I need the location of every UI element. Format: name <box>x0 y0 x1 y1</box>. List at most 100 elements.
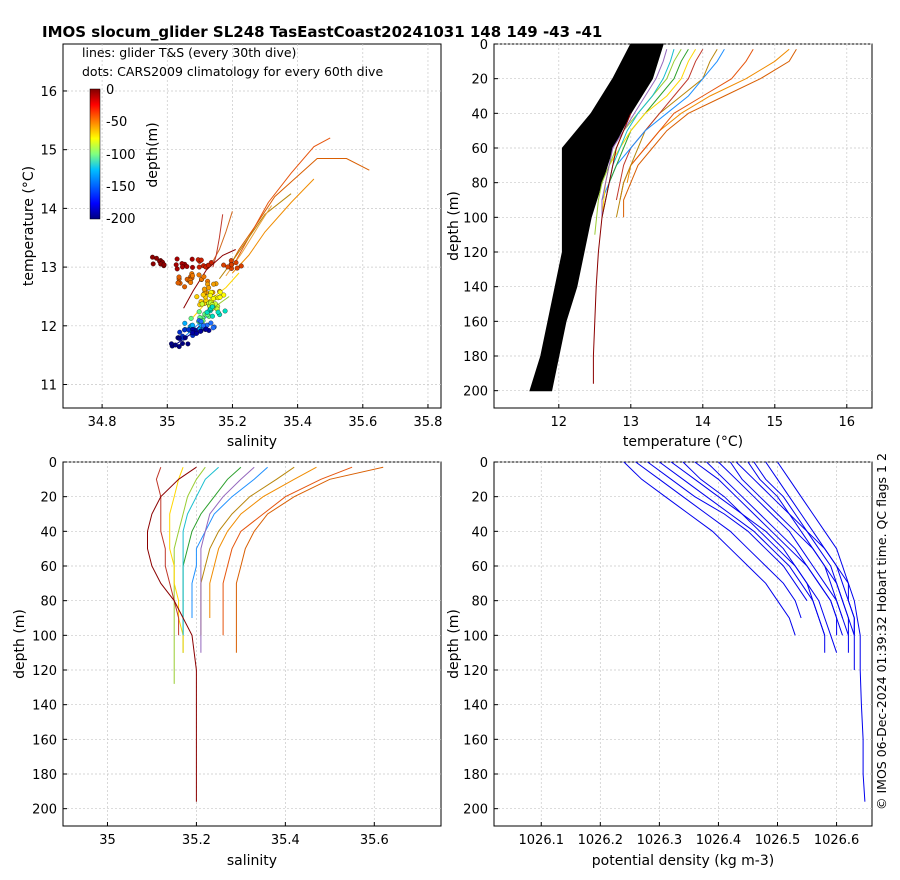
sal-glider-line <box>209 466 317 618</box>
temp-xtick-label: 15 <box>767 415 784 430</box>
ts-climatology-dot <box>173 262 179 268</box>
ts-ytick-label: 15 <box>40 144 57 159</box>
dens-ytick-label: 200 <box>463 803 488 818</box>
ts-grid <box>63 44 441 408</box>
dens-xtick-label: 1026.6 <box>814 833 860 848</box>
ts-climatology-dot <box>225 264 231 270</box>
temp-ytick-label: 120 <box>463 246 488 261</box>
ts-climatology-dot <box>199 301 205 307</box>
ts-glider-line <box>183 313 210 338</box>
ts-ticks: 34.8 35 35.2 35.4 35.6 35.8 11 12 13 14 15 16 <box>40 85 442 430</box>
temp-ytick-label: 60 <box>471 142 488 157</box>
ts-climatology-dot <box>229 262 234 268</box>
temp-ytick-label: 20 <box>471 73 488 88</box>
dens-ticks: 1026.1 1026.2 1026.3 1026.4 1026.5 1026.6 0 20 4… <box>463 456 859 848</box>
ts-climatology-dot <box>182 284 188 290</box>
ts-ylabel: temperature (°C) <box>21 166 37 286</box>
sal-xtick-label: 35.6 <box>360 833 389 848</box>
ts-climatology-dot <box>238 263 244 269</box>
ts-climatology-dot <box>207 292 213 298</box>
ts-climatology-dot <box>174 256 180 262</box>
side-note: © IMOS 06-Dec-2024 01:39:32 Hobart time.… <box>874 453 889 810</box>
dens-ytick-label: 120 <box>463 664 488 679</box>
ts-climatology-dot <box>203 326 209 332</box>
dens-profile-line <box>729 461 843 619</box>
ts-climatology-dot <box>210 325 216 331</box>
ts-climatology-dot <box>175 280 181 286</box>
sal-grid <box>63 461 441 826</box>
ts-climatology-dots <box>150 254 244 350</box>
ts-climatology-dot <box>198 319 204 324</box>
temp-ytick-label: 0 <box>480 38 488 53</box>
dens-xtick-label: 1026.3 <box>637 833 683 848</box>
ts-climatology-dot <box>182 327 187 333</box>
ts-climatology-dot <box>180 341 185 346</box>
colorbar-tick-150: -150 <box>106 180 136 195</box>
ts-climatology-dot <box>161 262 167 268</box>
ts-climatology-dot <box>201 274 207 280</box>
sal-glider-line <box>191 466 268 618</box>
sal-ytick-label: 40 <box>40 525 57 540</box>
sal-xtick-label: 35.4 <box>271 833 300 848</box>
temp-ytick-label: 200 <box>463 385 488 400</box>
sal-glider-line <box>222 466 353 636</box>
colorbar-label: depth(m) <box>145 122 161 187</box>
ts-climatology-dot <box>154 255 159 261</box>
sal-xtick-label: 35 <box>99 833 116 848</box>
sal-ytick-label: 80 <box>40 595 57 610</box>
temp-glider-line <box>592 113 632 384</box>
temp-glider-line <box>615 48 704 201</box>
sal-xlabel: salinity <box>227 853 277 869</box>
sal-ytick-label: 120 <box>32 664 57 679</box>
ts-climatology-dot <box>174 266 180 272</box>
ts-climatology-dot <box>221 262 227 268</box>
ts-axes-box <box>62 43 442 409</box>
dens-profile-line <box>747 461 855 636</box>
ts-climatology-dot <box>188 280 194 285</box>
dens-axes-box <box>493 461 873 827</box>
dens-grid <box>494 461 872 826</box>
ts-climatology-dot <box>190 322 195 328</box>
ts-climatology-dot <box>194 294 200 300</box>
ts-climatology-dot <box>215 309 221 315</box>
temp-ytick-label: 40 <box>471 107 488 122</box>
ts-climatology-dot <box>210 313 215 319</box>
ts-climatology-dot <box>198 257 204 263</box>
temp-ytick-label: 80 <box>471 177 488 192</box>
temp-xtick-label: 12 <box>551 415 568 430</box>
ts-climatology-dot <box>211 281 217 287</box>
panel-ts: 34.8 35 35.2 35.4 35.6 35.8 11 12 13 14 15 16 lines… <box>21 43 442 450</box>
ts-climatology-dot <box>196 272 202 278</box>
colorbar-tick-200: -200 <box>106 212 136 227</box>
dens-ytick-label: 160 <box>463 733 488 748</box>
ts-colorbar <box>89 88 101 220</box>
temp-glider-lines <box>592 48 797 384</box>
dens-xtick-label: 1026.4 <box>696 833 742 848</box>
sal-ytick-label: 140 <box>32 699 57 714</box>
ts-ytick-label: 13 <box>40 261 57 276</box>
dens-ytick-label: 0 <box>480 456 488 471</box>
panel-salinity: 35 35.2 35.4 35.6 0 20 40 60 80 100 120 140 160 180 20… <box>12 456 442 869</box>
ts-climatology-dot <box>150 261 156 267</box>
ts-climatology-dot <box>233 260 239 266</box>
ts-xtick-label: 34.8 <box>88 415 117 430</box>
temp-ylabel: depth (m) <box>446 191 462 261</box>
dens-ytick-label: 180 <box>463 768 488 783</box>
sal-glider-line <box>155 467 180 636</box>
dens-profile-line <box>670 461 826 653</box>
dens-ylabel: depth (m) <box>446 609 462 679</box>
dens-ytick-label: 100 <box>463 629 488 644</box>
ts-climatology-dot <box>176 335 182 341</box>
ts-ytick-label: 14 <box>40 202 57 217</box>
sal-ytick-label: 20 <box>40 491 57 506</box>
ts-climatology-dot <box>190 264 195 270</box>
dens-profile-line <box>765 461 855 636</box>
dens-profile-line <box>718 461 849 653</box>
ts-climatology-dot <box>184 264 190 269</box>
ts-climatology-dot <box>208 320 214 326</box>
temp-climatology-band-shape <box>529 43 664 392</box>
ts-xtick-label: 35.4 <box>283 415 312 430</box>
ts-glider-line <box>225 205 273 277</box>
